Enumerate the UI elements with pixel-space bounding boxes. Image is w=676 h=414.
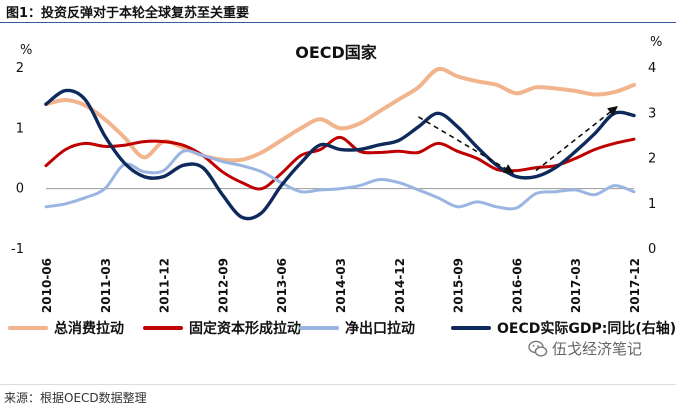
- legend-item: 固定资本形成拉动: [143, 316, 301, 340]
- y-left-tick-label: 2: [16, 61, 24, 76]
- chart-legend: 总消费拉动 固定资本形成拉动 净出口拉动 OECD实际GDP:同比(右轴): [8, 316, 676, 340]
- series-line-0: [44, 66, 636, 163]
- legend-swatch: [8, 326, 48, 330]
- series-line-2: [44, 149, 636, 211]
- trend-arrow-down: [417, 116, 515, 174]
- x-tick-label: 2014-03: [334, 258, 348, 313]
- x-tick-label: 2010-06: [40, 258, 54, 313]
- x-tick-label: 2014-12: [393, 258, 407, 313]
- legend-item: OECD实际GDP:同比(右轴): [451, 316, 676, 340]
- x-tick-label: 2017-03: [569, 258, 583, 313]
- title-divider: [0, 22, 676, 23]
- series-line-1: [44, 135, 636, 191]
- legend-item: 总消费拉动: [8, 316, 124, 340]
- legend-label: 总消费拉动: [54, 321, 124, 337]
- legend-swatch: [143, 326, 183, 330]
- watermark: 伍戈经济笔记: [528, 338, 642, 359]
- right-axis-unit: %: [650, 35, 662, 50]
- x-tick-label: 2012-09: [216, 258, 230, 313]
- x-tick-label: 2013-06: [275, 258, 289, 313]
- legend-swatch: [299, 326, 339, 330]
- y-right-tick-label: 0: [648, 242, 656, 257]
- legend-swatch: [451, 326, 491, 330]
- y-right-tick-label: 4: [648, 61, 656, 76]
- y-right-tick-label: 3: [648, 106, 656, 121]
- left-axis-unit: %: [20, 43, 32, 58]
- y-left-tick-label: -1: [11, 242, 24, 257]
- x-tick-label: 2017-12: [628, 258, 642, 313]
- plot-title: OECD国家: [295, 43, 378, 62]
- y-left-tick-label: 0: [16, 182, 24, 197]
- wechat-icon: [528, 340, 548, 357]
- legend-label: 固定资本形成拉动: [189, 321, 301, 337]
- y-right-tick-label: 1: [648, 197, 656, 212]
- x-tick-label: 2016-06: [510, 258, 524, 313]
- x-tick-label: 2015-09: [452, 258, 466, 313]
- trend-arrow-up: [535, 106, 618, 172]
- x-tick-label: 2011-12: [158, 258, 172, 313]
- line-chart: OECD国家 % % 2 1 0 -1 4 3 2 1 0 2010-06 2011-03 2011…: [11, 35, 662, 313]
- legend-item: 净出口拉动: [299, 316, 415, 340]
- source-divider: [0, 384, 676, 385]
- x-tick-label: 2011-03: [99, 258, 113, 313]
- y-left-tick-label: 1: [16, 121, 24, 136]
- y-right-tick-label: 2: [648, 152, 656, 167]
- legend-label: 净出口拉动: [345, 321, 415, 337]
- figure-title: 图1：投资反弹对于本轮全球复苏至关重要: [6, 6, 250, 21]
- source-note: 来源：根据OECD数据整理: [4, 391, 147, 405]
- series-line-3: [44, 88, 636, 221]
- legend-label: OECD实际GDP:同比(右轴): [497, 321, 676, 337]
- watermark-text: 伍戈经济笔记: [552, 340, 643, 358]
